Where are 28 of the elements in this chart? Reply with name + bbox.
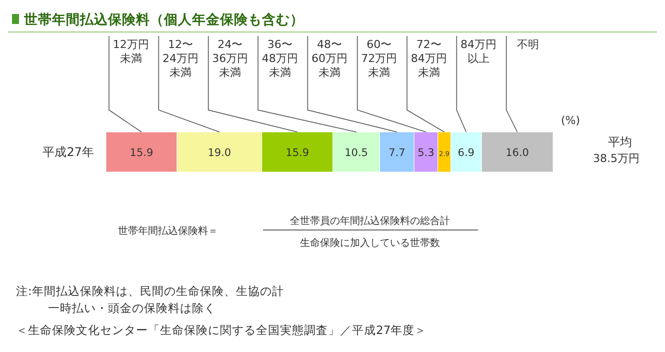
text: 24〜36万円未満 (212, 38, 248, 79)
data-label: 6.9 (458, 147, 474, 159)
data-label: 5.3 (418, 147, 434, 159)
data-label: 10.5 (344, 147, 368, 159)
text: 注:年間払込保険料は、民間の生命保険、生協の計 (16, 284, 284, 298)
text: 不明 (517, 38, 540, 51)
data-label: 19.0 (208, 147, 232, 159)
text: 48〜60万円未満 (312, 38, 348, 79)
data-label: 7.7 (388, 147, 406, 159)
data-label: 15.9 (130, 147, 154, 159)
text: 全世帯員の年間払込保険料の総合計 (290, 215, 450, 227)
text: 12万円未満 (112, 38, 149, 65)
text: 平均 (608, 135, 632, 149)
data-label: 16.0 (506, 147, 529, 159)
text: 38.5万円 (593, 152, 640, 165)
chart-title: 世帯年間払込保険料（個人年金保険も含む） (23, 12, 304, 28)
text: 世帯年間払込保険料＝ (118, 225, 218, 237)
text: 60〜72万円未満 (361, 38, 398, 79)
text: 72〜84万円未満 (410, 38, 447, 79)
y-tick-label: 平成27年 (42, 145, 94, 159)
text: ＜生命保険文化センター「生命保険に関する全国実態調査」／平成27年度＞ (16, 323, 427, 337)
text: (%) (561, 114, 580, 127)
text: 36〜48万円未満 (262, 38, 298, 79)
data-label: 15.9 (286, 147, 310, 159)
text: 12〜24万円未満 (162, 38, 198, 79)
text: 84万円以上 (460, 38, 496, 65)
text: 一時払い・頭金の保険料は除く (48, 301, 216, 315)
text: 生命保険に加入している世帯数 (300, 237, 440, 249)
